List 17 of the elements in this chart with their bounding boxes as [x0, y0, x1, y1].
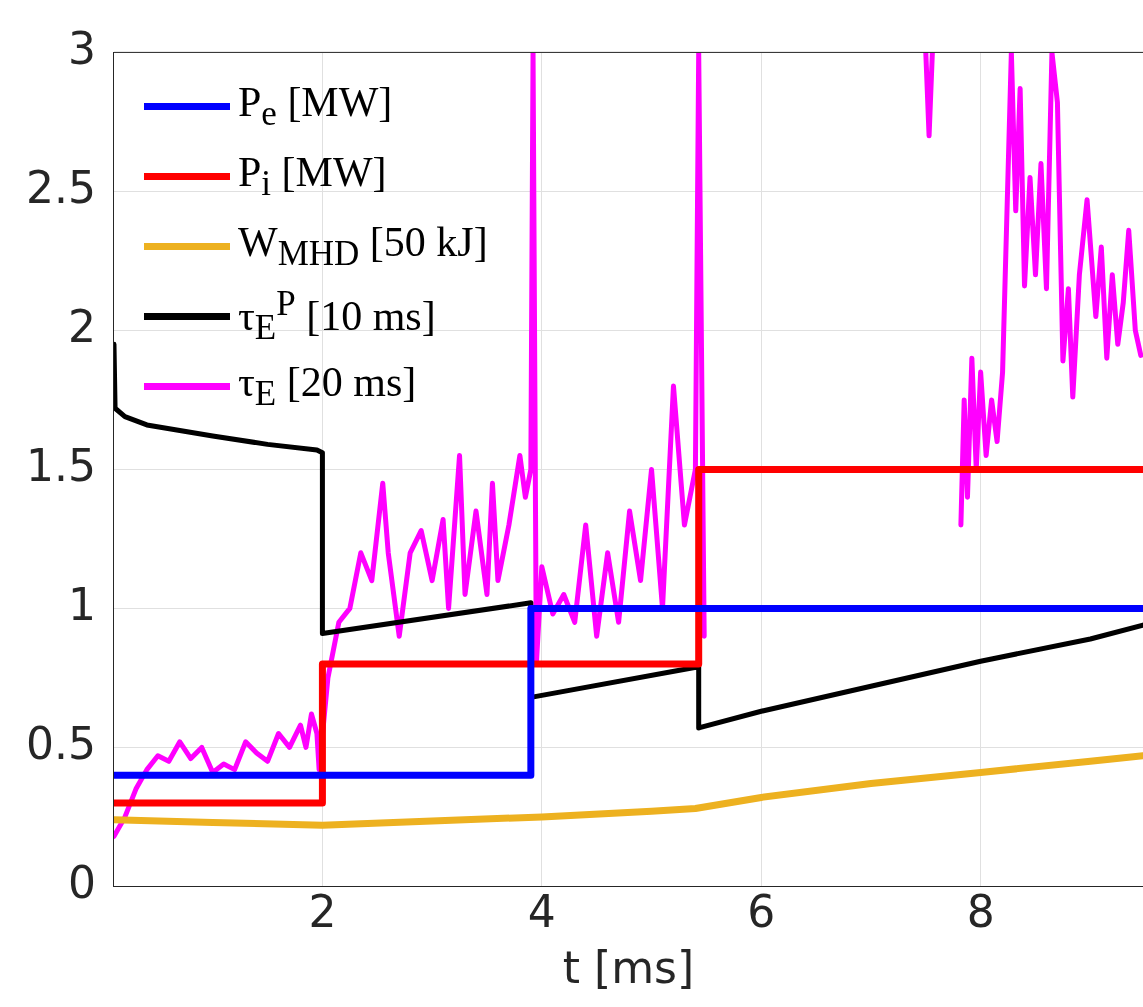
y-tick-label: 1.5	[25, 439, 96, 491]
y-tick-label: 3	[67, 22, 96, 74]
y-tick-label: 2.5	[25, 161, 96, 213]
legend-label: P$_{e}$ [MW]	[237, 78, 393, 135]
legend-label: τ$_{E}$$^{P}$ [10 ms]	[237, 284, 436, 349]
x-tick-label: 2	[308, 886, 337, 938]
y-tick-label: 1	[67, 578, 96, 630]
x-axis-title: t [ms]	[562, 942, 695, 994]
x-tick-label: 8	[966, 886, 995, 938]
y-tick-label: 0.5	[25, 717, 96, 769]
x-tick-label: 4	[527, 886, 556, 938]
x-tick-label: 6	[747, 886, 776, 938]
legend-label: P$_{i}$ [MW]	[237, 148, 387, 205]
y-tick-label: 2	[67, 300, 96, 352]
legend-label: W$_{MHD}$ [50 kJ]	[237, 218, 488, 275]
legend-label: τ$_{E}$ [20 ms]	[237, 358, 417, 415]
y-tick-label: 0	[67, 856, 96, 908]
